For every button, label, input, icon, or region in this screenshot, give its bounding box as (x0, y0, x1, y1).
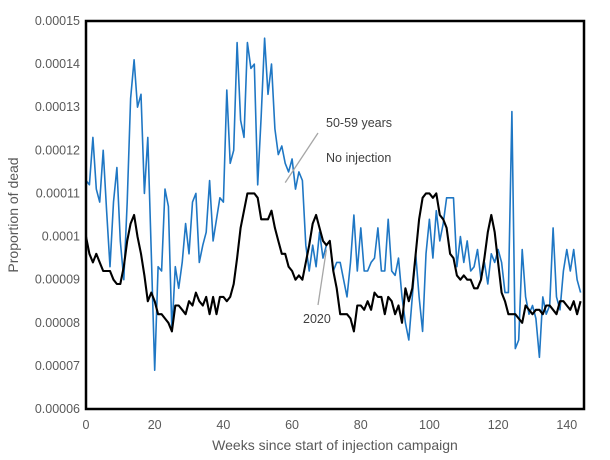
annotation-layer: 50-59 years No injection 2020 (284, 116, 392, 326)
series-layer (84, 37, 582, 372)
annotation-leader-line (284, 132, 319, 184)
x-tick-label: 20 (148, 418, 162, 432)
y-tick-label: 0.00013 (35, 100, 80, 114)
y-axis-title: Proportion of dead (5, 157, 21, 272)
y-axis-tick-labels: 0.00006 0.00007 0.00008 0.00009 0.0001 0.0001… (35, 14, 80, 416)
x-tick-label: 0 (83, 418, 90, 432)
series-line-black (84, 192, 582, 333)
y-tick-label: 0.00011 (36, 186, 80, 200)
annotation-leader-line (317, 249, 328, 306)
annotation-2020: 2020 (303, 312, 331, 326)
x-tick-label: 60 (285, 418, 299, 432)
x-axis-tick-labels: 0 20 40 60 80 100 120 140 (83, 418, 578, 432)
plot-area-frame (84, 19, 586, 411)
y-tick-label: 0.00006 (35, 402, 80, 416)
annotation-age-group: 50-59 years (326, 116, 392, 130)
y-tick-label: 0.00014 (35, 57, 80, 71)
y-tick-label: 0.00007 (35, 359, 80, 373)
y-tick-label: 0.00015 (35, 14, 80, 28)
x-tick-label: 40 (216, 418, 230, 432)
annotation-no-injection: No injection (326, 151, 391, 165)
x-tick-label: 120 (488, 418, 509, 432)
y-tick-label: 0.00008 (35, 316, 80, 330)
x-tick-label: 100 (419, 418, 440, 432)
y-tick-label: 0.00009 (35, 273, 80, 287)
y-tick-label: 0.00012 (35, 143, 80, 157)
x-tick-label: 80 (354, 418, 368, 432)
x-axis-title: Weeks since start of injection campaign (212, 437, 458, 453)
x-tick-label: 140 (556, 418, 577, 432)
y-tick-label: 0.0001 (42, 230, 80, 244)
